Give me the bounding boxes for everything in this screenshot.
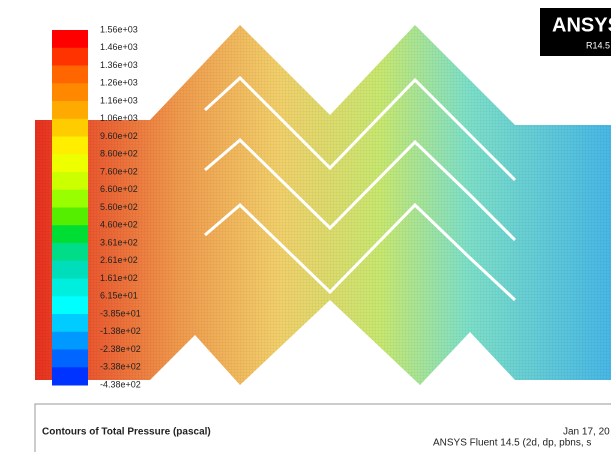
colorbar-band xyxy=(52,66,88,84)
colorbar-label: -4.38e+02 xyxy=(100,379,141,389)
colorbar-label: -1.38e+02 xyxy=(100,326,141,336)
colorbar-label: 1.56e+03 xyxy=(100,24,138,34)
colorbar-label: 1.36e+03 xyxy=(100,60,138,70)
colorbar-label: -3.85e+01 xyxy=(100,308,141,318)
colorbar-label: -3.38e+02 xyxy=(100,362,141,372)
colorbar-label: 8.60e+02 xyxy=(100,149,138,159)
colorbar-label: 9.60e+02 xyxy=(100,131,138,141)
colorbar-band xyxy=(52,296,88,314)
colorbar-band xyxy=(52,367,88,385)
page: 1.56e+03 1.46e+03 1.36e+03 1.26e+03 1.16e+03… xyxy=(0,0,611,452)
graphics-window: 1.56e+03 1.46e+03 1.36e+03 1.26e+03 1.16e+03… xyxy=(0,0,611,452)
colorbar-label: 6.15e+01 xyxy=(100,291,138,301)
colorbar-label: 2.61e+02 xyxy=(100,255,138,265)
colorbar-band xyxy=(52,48,88,66)
logo-version: R14.5 xyxy=(586,40,610,50)
colorbar-band xyxy=(52,101,88,119)
colorbar-band xyxy=(52,332,88,350)
logo: ANSYS R14.5 xyxy=(540,8,611,56)
footer: Contours of Total Pressure (pascal) Jan … xyxy=(35,404,611,452)
logo-brand: ANSYS xyxy=(552,14,611,36)
colorbar-band xyxy=(52,350,88,368)
colorbar-label: -2.38e+02 xyxy=(100,344,141,354)
colorbar-label: 5.60e+02 xyxy=(100,202,138,212)
colorbar-band xyxy=(52,119,88,137)
colorbar-label: 3.61e+02 xyxy=(100,237,138,247)
colorbar-band xyxy=(52,30,88,48)
footer-software: ANSYS Fluent 14.5 (2d, dp, pbns, s xyxy=(433,438,591,449)
colorbar-label: 1.46e+03 xyxy=(100,42,138,52)
colorbar-label: 7.60e+02 xyxy=(100,166,138,176)
footer-date: Jan 17, 20 xyxy=(563,427,610,438)
colorbar-band xyxy=(52,172,88,190)
colorbar-band xyxy=(52,137,88,155)
colorbar-band xyxy=(52,83,88,101)
colorbar-band xyxy=(52,208,88,226)
colorbar-label: 6.60e+02 xyxy=(100,184,138,194)
colorbar-band xyxy=(52,225,88,243)
colorbar-band xyxy=(52,261,88,279)
footer-title: Contours of Total Pressure (pascal) xyxy=(42,427,211,438)
colorbar-band xyxy=(52,279,88,297)
colorbar-label: 1.26e+03 xyxy=(100,78,138,88)
colorbar-band xyxy=(52,154,88,172)
colorbar-band xyxy=(52,243,88,261)
colorbar-label: 1.06e+03 xyxy=(100,113,138,123)
colorbar-band xyxy=(52,190,88,208)
colorbar-label: 4.60e+02 xyxy=(100,220,138,230)
colorbar-band xyxy=(52,314,88,332)
colorbar-label: 1.61e+02 xyxy=(100,273,138,283)
colorbar-label: 1.16e+03 xyxy=(100,95,138,105)
